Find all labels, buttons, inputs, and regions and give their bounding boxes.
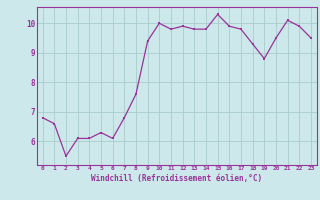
- X-axis label: Windchill (Refroidissement éolien,°C): Windchill (Refroidissement éolien,°C): [91, 174, 262, 183]
